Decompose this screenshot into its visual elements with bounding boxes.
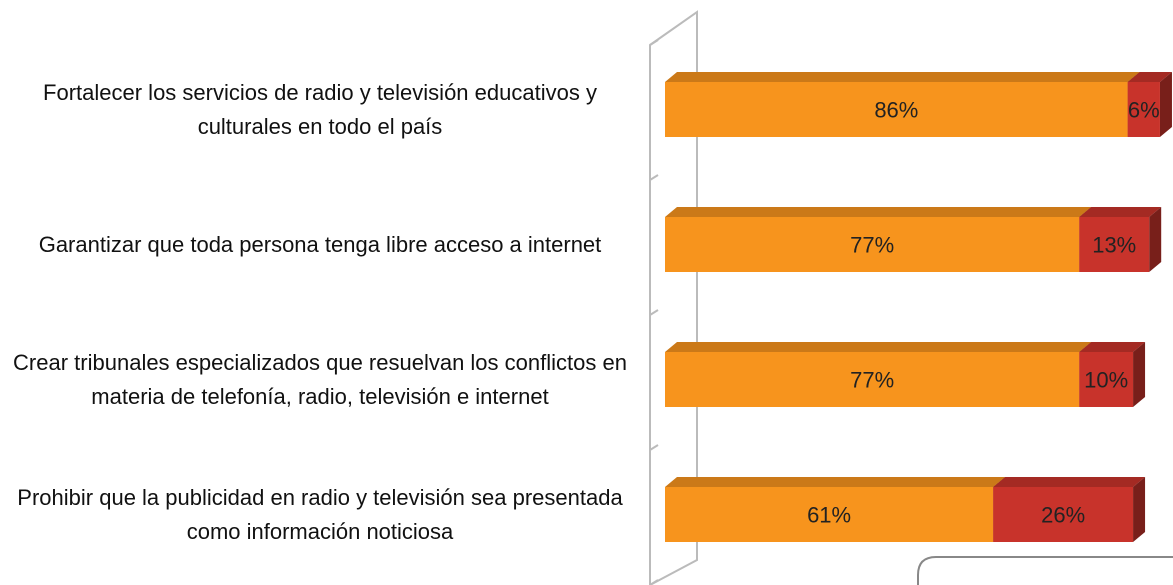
bar-top — [1079, 207, 1162, 217]
bar-side — [1133, 342, 1146, 407]
axis-tick — [649, 174, 659, 181]
bar-top — [1079, 342, 1146, 352]
bar-segment — [1079, 342, 1146, 407]
value-label: 26% — [1041, 502, 1085, 527]
category-label: Fortalecer los servicios de radio y tele… — [43, 79, 597, 139]
bar-front — [665, 82, 1128, 137]
bar-top — [993, 477, 1146, 487]
value-label: 10% — [1084, 367, 1128, 392]
bar-top — [1127, 72, 1172, 82]
bar-top — [665, 72, 1140, 82]
value-label: 86% — [874, 97, 918, 122]
bar-segment — [993, 477, 1146, 542]
bar-side — [1159, 72, 1172, 137]
bar-segment — [1127, 72, 1172, 137]
bar-front — [1079, 217, 1150, 272]
bar-segment — [665, 477, 1006, 542]
value-label: 6% — [1128, 97, 1160, 122]
bar-side — [1133, 477, 1146, 542]
value-label: 77% — [850, 367, 894, 392]
bar-front — [665, 487, 994, 542]
axis-tick — [649, 579, 659, 585]
bar-front — [1127, 82, 1160, 137]
category-label: Prohibir que la publicidad en radio y te… — [17, 484, 623, 544]
category-label: Garantizar que toda persona tenga libre … — [38, 231, 602, 257]
value-label: 13% — [1092, 232, 1136, 257]
axis-tick — [649, 39, 659, 46]
bar-segment — [1079, 207, 1162, 272]
category-label: Crear tribunales especializados que resu… — [13, 349, 627, 409]
bar-top — [665, 342, 1092, 352]
value-label: 61% — [807, 502, 851, 527]
bar-side — [1149, 207, 1162, 272]
axis-tick — [649, 444, 659, 451]
bar-front — [665, 217, 1080, 272]
bar-front — [665, 352, 1080, 407]
bar-front — [1079, 352, 1134, 407]
bar-top — [665, 207, 1092, 217]
corner-box — [917, 556, 1173, 585]
axis-tick — [649, 309, 659, 316]
bar-front — [993, 487, 1134, 542]
value-label: 77% — [850, 232, 894, 257]
bar-top — [665, 477, 1006, 487]
bar-segment — [665, 342, 1092, 407]
